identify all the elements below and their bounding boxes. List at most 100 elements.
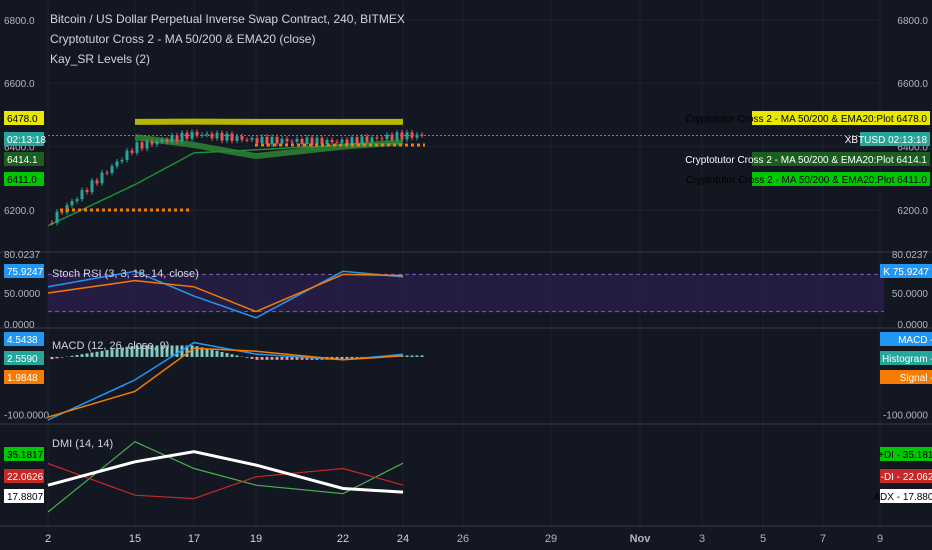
- dmi-left-label-bg: [4, 489, 44, 503]
- macd-histogram-bar: [105, 350, 109, 357]
- dmi-right-label: +DI - 35.1817: [878, 447, 932, 461]
- stoch-right-tick-label: 0.0000: [897, 320, 928, 331]
- macd-histogram-bar: [170, 345, 174, 357]
- price-left-label: 6478.0: [4, 111, 44, 125]
- candle-body: [120, 160, 124, 162]
- indicator-legend-ma: Cryptotutor Cross 2 - MA 50/200 & EMA20 …: [50, 32, 316, 46]
- candle-body: [130, 150, 134, 153]
- price-left-label-bg: [4, 172, 44, 186]
- macd-histogram-bar: [220, 351, 224, 357]
- price-right-label: Cryptotutor Cross 2 - MA 50/200 & EMA20:…: [685, 152, 930, 166]
- dmi-left-label-text: 17.8807: [7, 492, 44, 503]
- price-right-tick-label: 6400.0: [897, 143, 928, 154]
- macd-histogram-bar: [115, 348, 119, 357]
- price-left-label-text: 6414.1: [7, 155, 38, 166]
- macd-left-label-text: 1.9848: [7, 373, 38, 384]
- x-axis-tick-label: 5: [760, 533, 766, 545]
- price-left-label-text: 6411.0: [7, 175, 37, 186]
- candle-body: [340, 139, 344, 143]
- candle-body: [195, 131, 199, 136]
- x-axis-tick-label: 17: [188, 533, 200, 545]
- macd-histogram-bar: [60, 356, 64, 358]
- candle-body: [395, 132, 399, 141]
- macd-histogram-bar: [420, 355, 424, 357]
- candle-body: [125, 150, 129, 161]
- price-left-label-bg: [4, 132, 44, 146]
- candle-body: [365, 136, 369, 142]
- candle-body: [135, 142, 139, 153]
- candle-body: [200, 134, 204, 136]
- candle-body: [110, 166, 114, 173]
- dmi-right-label-text: +DI - 35.1817: [878, 450, 932, 461]
- candle-body: [255, 138, 259, 144]
- candle-body: [355, 137, 359, 145]
- macd-signal-line: [47, 347, 404, 418]
- candle-body: [105, 172, 109, 174]
- candle-body: [265, 136, 269, 145]
- macd-right-label-text: MACD - 4.5438: [898, 335, 932, 346]
- candle-body: [415, 134, 419, 138]
- candle-body: [325, 139, 329, 145]
- macd-histogram-bar: [95, 351, 99, 357]
- candle-body: [90, 180, 94, 193]
- candle-body: [420, 134, 424, 136]
- candle-body: [350, 137, 354, 145]
- candle-body: [60, 211, 64, 213]
- stoch-rsi-title: Stoch RSI (3, 3, 18, 14, close): [52, 268, 199, 280]
- macd-histogram-bar: [200, 347, 204, 357]
- macd-histogram-bar: [190, 345, 194, 357]
- price-right-tick-label: 6800.0: [897, 16, 928, 27]
- candle-body: [150, 141, 154, 145]
- candle-body: [75, 199, 79, 202]
- price-left-label: 6414.1: [4, 152, 44, 166]
- price-right-label-bg: [752, 152, 930, 166]
- price-right-label-text: Cryptotutor Cross 2 - MA 50/200 & EMA20:…: [685, 114, 927, 125]
- candle-body: [330, 139, 334, 142]
- dmi-left-label: 17.8807: [4, 489, 44, 503]
- dmi-left-label: 22.0626: [4, 469, 44, 483]
- price-left-label-text: 6478.0: [7, 114, 38, 125]
- x-axis-tick-label: 3: [699, 533, 705, 545]
- macd-histogram-bar: [250, 356, 254, 359]
- macd-right-label-bg: [880, 370, 932, 384]
- candle-body: [100, 172, 104, 184]
- price-left-tick-label: 6800.0: [4, 16, 35, 27]
- macd-histogram-bar: [135, 345, 139, 357]
- macd-histogram-bar: [110, 349, 114, 357]
- macd-right-label-bg: [880, 332, 932, 346]
- macd-histogram-bar: [290, 356, 294, 360]
- price-right-label: Cryptotutor Cross 2 - MA 50/200 & EMA20:…: [685, 111, 930, 125]
- candle-body: [205, 133, 209, 135]
- stoch-left-label-text: 75.9247: [7, 267, 44, 278]
- candle-body: [225, 133, 229, 141]
- macd-histogram-bar: [225, 353, 229, 357]
- macd-histogram-bar: [210, 349, 214, 357]
- dmi-minus-di-line: [47, 462, 404, 500]
- candle-body: [310, 137, 314, 146]
- macd-left-label: 4.5438: [4, 332, 44, 346]
- candle-body: [160, 139, 164, 142]
- candle-body: [155, 141, 159, 145]
- dmi-right-label: -DI - 22.0626: [880, 469, 932, 483]
- stoch-k-line: [47, 270, 404, 319]
- candle-body: [300, 139, 304, 145]
- macd-histogram-bar: [335, 356, 339, 360]
- x-axis-tick-label: 15: [129, 533, 141, 545]
- macd-histogram-bar: [160, 345, 164, 357]
- macd-left-label-bg: [4, 351, 44, 365]
- candle-body: [230, 133, 234, 141]
- candle-body: [270, 136, 274, 145]
- x-axis-tick-label: 29: [545, 533, 557, 545]
- candle-body: [175, 135, 179, 142]
- candle-body: [180, 132, 184, 142]
- macd-histogram-bar: [270, 356, 274, 360]
- dmi-adx-line: [47, 450, 404, 494]
- macd-right-label-bg: [880, 351, 932, 365]
- macd-histogram-bar: [405, 355, 409, 357]
- price-right-label: XBTUSD 02:13:18: [845, 132, 930, 146]
- dmi-right-label-text: ADX - 17.8807: [873, 492, 932, 503]
- x-axis-tick-label: 19: [250, 533, 262, 545]
- stoch-top-tick-label: 80.0237: [4, 250, 41, 261]
- candle-body: [335, 141, 339, 143]
